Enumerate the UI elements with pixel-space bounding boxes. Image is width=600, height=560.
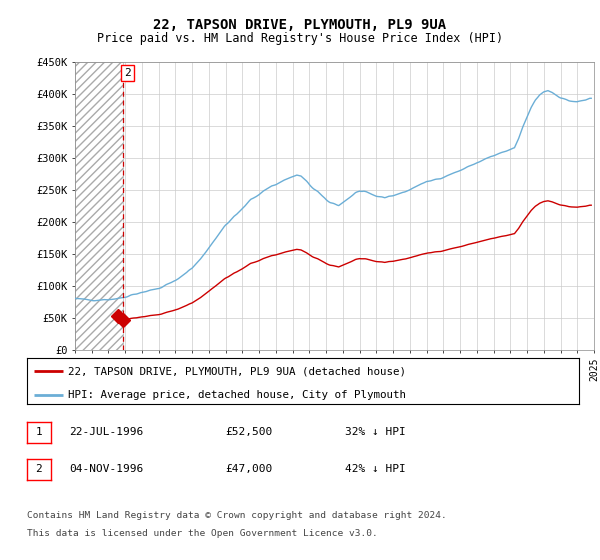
- Text: 04-NOV-1996: 04-NOV-1996: [69, 464, 143, 474]
- Text: 22, TAPSON DRIVE, PLYMOUTH, PL9 9UA (detached house): 22, TAPSON DRIVE, PLYMOUTH, PL9 9UA (det…: [68, 366, 406, 376]
- Text: 1: 1: [35, 427, 43, 437]
- Text: 2: 2: [35, 464, 43, 474]
- Text: £47,000: £47,000: [225, 464, 272, 474]
- Text: £52,500: £52,500: [225, 427, 272, 437]
- Text: 32% ↓ HPI: 32% ↓ HPI: [345, 427, 406, 437]
- Text: 42% ↓ HPI: 42% ↓ HPI: [345, 464, 406, 474]
- Text: 2: 2: [124, 68, 131, 78]
- Text: HPI: Average price, detached house, City of Plymouth: HPI: Average price, detached house, City…: [68, 390, 406, 400]
- Text: This data is licensed under the Open Government Licence v3.0.: This data is licensed under the Open Gov…: [27, 529, 378, 538]
- Text: Contains HM Land Registry data © Crown copyright and database right 2024.: Contains HM Land Registry data © Crown c…: [27, 511, 447, 520]
- Text: 22-JUL-1996: 22-JUL-1996: [69, 427, 143, 437]
- Text: 22, TAPSON DRIVE, PLYMOUTH, PL9 9UA: 22, TAPSON DRIVE, PLYMOUTH, PL9 9UA: [154, 18, 446, 32]
- Text: Price paid vs. HM Land Registry's House Price Index (HPI): Price paid vs. HM Land Registry's House …: [97, 32, 503, 45]
